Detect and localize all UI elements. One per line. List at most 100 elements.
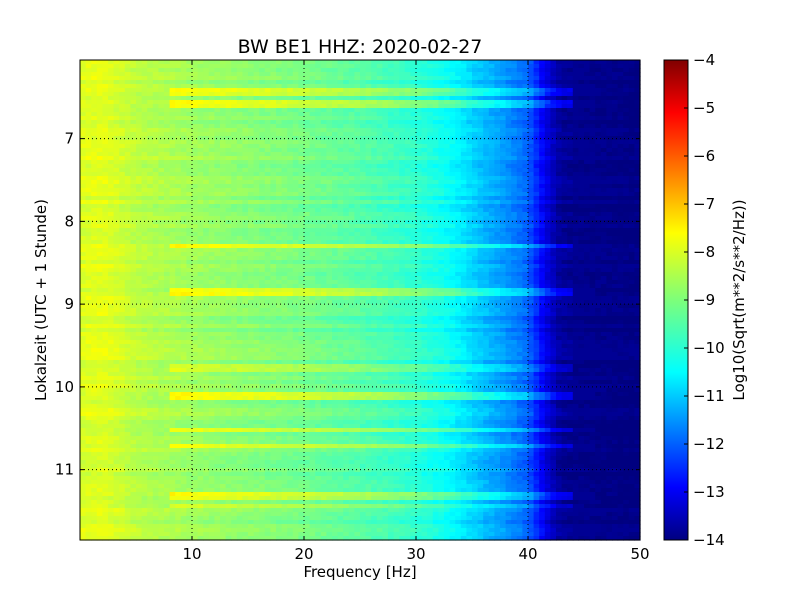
heatmap-cell (404, 144, 411, 149)
heatmap-cell (360, 144, 367, 149)
heatmap-cell (404, 172, 411, 177)
heatmap-cell (147, 240, 154, 245)
heatmap-cell (253, 216, 260, 221)
heatmap-cell (399, 156, 406, 161)
heatmap-cell (248, 112, 255, 117)
heatmap-cell (623, 164, 630, 169)
heatmap-cell (152, 168, 159, 173)
heatmap-cell (567, 176, 574, 181)
heatmap-cell (231, 72, 238, 77)
heatmap-cell (528, 240, 535, 245)
heatmap-cell (203, 184, 210, 189)
heatmap-cell (236, 256, 243, 261)
heatmap-cell (494, 216, 501, 221)
heatmap-cell (595, 112, 602, 117)
heatmap-cell (421, 204, 428, 209)
heatmap-cell (186, 232, 193, 237)
heatmap-cell (320, 208, 327, 213)
heatmap-cell (208, 92, 215, 97)
heatmap-cell (477, 232, 484, 237)
heatmap-cell (472, 164, 479, 169)
heatmap-cell (360, 240, 367, 245)
heatmap-cell (511, 128, 518, 133)
heatmap-cell (556, 208, 563, 213)
heatmap-cell (427, 148, 434, 153)
heatmap-cell (589, 120, 596, 125)
heatmap-cell (488, 252, 495, 257)
heatmap-cell (169, 88, 176, 93)
heatmap-cell (494, 96, 501, 101)
heatmap-cell (556, 184, 563, 189)
heatmap-cell (612, 224, 619, 229)
heatmap-cell (208, 124, 215, 129)
heatmap-cell (634, 80, 641, 85)
heatmap-cell (371, 200, 378, 205)
heatmap-cell (466, 152, 473, 157)
heatmap-cell (376, 76, 383, 81)
heatmap-cell (332, 92, 339, 97)
heatmap-cell (158, 84, 165, 89)
heatmap-cell (320, 228, 327, 233)
heatmap-cell (108, 216, 115, 221)
heatmap-cell (393, 68, 400, 73)
heatmap-cell (85, 88, 92, 93)
heatmap-cell (533, 160, 540, 165)
heatmap-cell (242, 60, 249, 65)
heatmap-cell (488, 160, 495, 165)
heatmap-cell (371, 88, 378, 93)
heatmap-cell (539, 236, 546, 241)
heatmap-cell (225, 200, 232, 205)
heatmap-cell (175, 244, 182, 249)
heatmap-cell (108, 80, 115, 85)
heatmap-cell (505, 196, 512, 201)
heatmap-cell (612, 240, 619, 245)
heatmap-cell (589, 188, 596, 193)
heatmap-cell (438, 96, 445, 101)
heatmap-cell (304, 88, 311, 93)
heatmap-cell (550, 224, 557, 229)
heatmap-cell (466, 80, 473, 85)
heatmap-cell (276, 128, 283, 133)
heatmap-cell (376, 228, 383, 233)
heatmap-cell (96, 164, 103, 169)
heatmap-cell (617, 64, 624, 69)
heatmap-cell (253, 208, 260, 213)
heatmap-cell (432, 148, 439, 153)
heatmap-cell (483, 100, 490, 105)
heatmap-cell (628, 208, 635, 213)
heatmap-cell (416, 208, 423, 213)
heatmap-cell (298, 168, 305, 173)
heatmap-cell (354, 216, 361, 221)
heatmap-cell (119, 248, 126, 253)
heatmap-cell (113, 88, 120, 93)
heatmap-cell (242, 92, 249, 97)
heatmap-cell (623, 200, 630, 205)
heatmap-cell (298, 188, 305, 193)
heatmap-cell (612, 152, 619, 157)
heatmap-cell (348, 132, 355, 137)
heatmap-cell (612, 128, 619, 133)
heatmap-cell (371, 132, 378, 137)
heatmap-cell (343, 88, 350, 93)
heatmap-cell (287, 100, 294, 105)
heatmap-cell (80, 80, 87, 85)
heatmap-cell (276, 120, 283, 125)
heatmap-cell (393, 132, 400, 137)
heatmap-cell (567, 128, 574, 133)
heatmap-cell (561, 208, 568, 213)
heatmap-cell (600, 116, 607, 121)
heatmap-cell (455, 132, 462, 137)
heatmap-cell (253, 128, 260, 133)
heatmap-cell (533, 244, 540, 249)
heatmap-cell (113, 224, 120, 229)
heatmap-cell (152, 128, 159, 133)
heatmap-cell (231, 200, 238, 205)
heatmap-cell (192, 152, 199, 157)
heatmap-cell (169, 132, 176, 137)
heatmap-cell (315, 244, 322, 249)
heatmap-cell (147, 140, 154, 145)
heatmap-cell (270, 104, 277, 109)
heatmap-cell (343, 64, 350, 69)
heatmap-cell (617, 184, 624, 189)
heatmap-cell (477, 64, 484, 69)
